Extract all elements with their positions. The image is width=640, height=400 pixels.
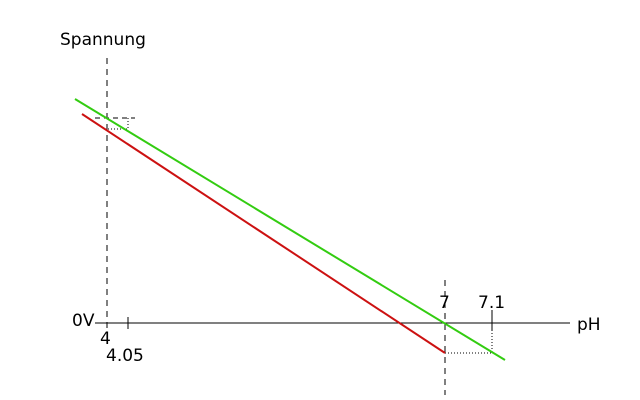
red-calibration-line	[81, 113, 446, 354]
zero-volt-label: 0V	[72, 311, 95, 331]
y-axis-label: Spannung	[60, 30, 146, 50]
x-axis-label: pH	[577, 315, 601, 335]
tick-4-label: 4	[100, 329, 111, 349]
tick-7-label: 7	[439, 293, 450, 313]
green-calibration-line	[74, 98, 506, 361]
tick-7-1-label: 7.1	[478, 293, 505, 313]
tick-4-05-label: 4.05	[106, 346, 144, 366]
